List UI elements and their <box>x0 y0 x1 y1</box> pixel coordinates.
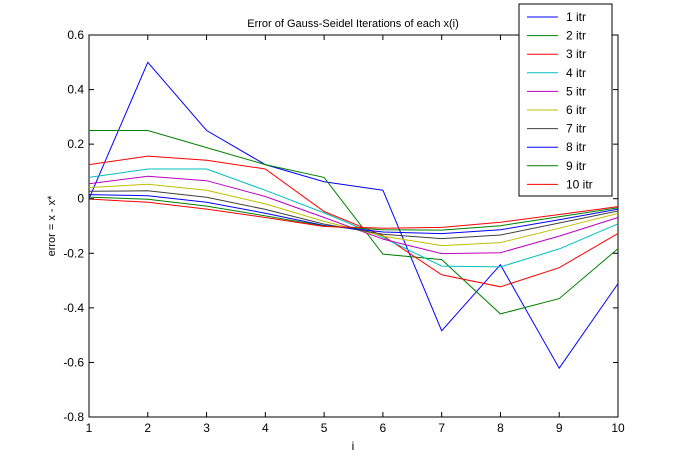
x-tick-label: 6 <box>380 421 387 435</box>
x-tick-label: 2 <box>144 421 151 435</box>
y-tick-label: 0.6 <box>67 28 84 42</box>
series-line-1 <box>88 61 619 370</box>
x-tick-label: 3 <box>203 421 210 435</box>
legend-label: 3 itr <box>566 47 586 61</box>
legend-label: 1 itr <box>566 10 586 24</box>
x-axis-ticks: 1 2 3 4 5 6 7 8 9 10 <box>86 35 625 435</box>
series-line-2 <box>89 130 619 315</box>
y-tick-label: 0 <box>77 192 84 206</box>
series-line-3 <box>88 155 619 288</box>
y-axis-ticks: -0.8 -0.6 -0.4 -0.2 0 0.2 0.4 0.6 <box>63 28 618 424</box>
x-tick-label: 4 <box>262 421 269 435</box>
y-tick-label: -0.8 <box>63 410 84 424</box>
legend-items: 1 itr 2 itr 3 itr 4 itr 5 itr 6 itr 7 itr 8 itr… <box>527 10 593 191</box>
series-line-8 <box>88 194 619 235</box>
y-tick-label: -0.4 <box>63 301 84 315</box>
x-tick-label: 1 <box>86 421 93 435</box>
legend-label: 6 itr <box>566 103 586 117</box>
y-tick-label: 0.2 <box>67 137 84 151</box>
series-line-9 <box>88 196 619 231</box>
chart-title: Error of Gauss-Seidel Iterations of each… <box>247 18 459 30</box>
series-line-4 <box>88 168 619 268</box>
series-layer <box>88 61 619 370</box>
legend-label: 4 itr <box>566 66 586 80</box>
x-tick-label: 8 <box>497 421 504 435</box>
legend-label: 9 itr <box>566 159 586 173</box>
x-tick-label: 7 <box>438 421 445 435</box>
legend-label: 2 itr <box>566 29 586 43</box>
y-axis-label: error = x - x* <box>46 195 58 257</box>
legend: 1 itr 2 itr 3 itr 4 itr 5 itr 6 itr 7 itr 8 itr… <box>518 3 613 197</box>
legend-label: 7 itr <box>566 122 586 136</box>
series-line-10 <box>88 198 619 229</box>
legend-label: 10 itr <box>566 177 593 191</box>
y-tick-label: 0.4 <box>67 83 84 97</box>
y-tick-label: -0.2 <box>63 246 84 260</box>
x-tick-label: 5 <box>321 421 328 435</box>
y-tick-label: -0.6 <box>63 355 84 369</box>
legend-label: 8 itr <box>566 140 586 154</box>
x-tick-label: 10 <box>611 421 625 435</box>
x-tick-label: 9 <box>556 421 563 435</box>
legend-label: 5 itr <box>566 84 586 98</box>
x-axis-label: i <box>352 439 355 453</box>
